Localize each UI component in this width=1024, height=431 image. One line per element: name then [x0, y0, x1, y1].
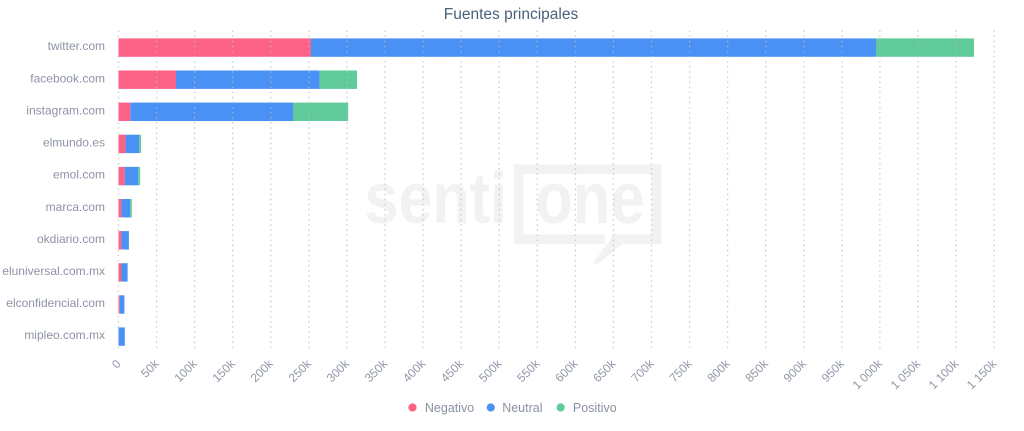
svg-text:Neutral: Neutral: [502, 401, 542, 415]
svg-text:twitter.com: twitter.com: [48, 39, 105, 53]
svg-text:elconfidencial.com: elconfidencial.com: [6, 296, 105, 310]
svg-text:eluniversal.com.mx: eluniversal.com.mx: [2, 264, 105, 278]
svg-text:facebook.com: facebook.com: [30, 71, 105, 85]
svg-text:Positivo: Positivo: [573, 401, 617, 415]
svg-text:Negativo: Negativo: [425, 401, 474, 415]
svg-text:senti: senti: [365, 159, 508, 239]
svg-text:Fuentes principales: Fuentes principales: [444, 6, 579, 23]
svg-text:emol.com: emol.com: [53, 168, 105, 182]
svg-text:elmundo.es: elmundo.es: [43, 136, 105, 150]
svg-text:okdiario.com: okdiario.com: [37, 232, 105, 246]
svg-text:mipleo.com.mx: mipleo.com.mx: [24, 328, 105, 342]
svg-text:instagram.com: instagram.com: [26, 103, 105, 117]
svg-text:marca.com: marca.com: [46, 200, 105, 214]
